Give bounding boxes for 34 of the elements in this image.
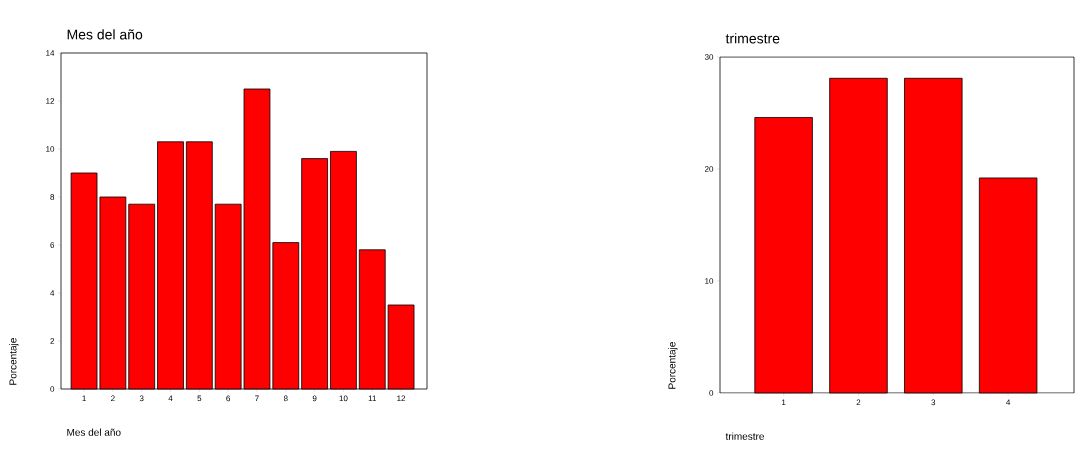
y-tick-label: 0 xyxy=(50,386,55,392)
x-tick-label: 4 xyxy=(168,395,173,402)
y-tick-label: 10 xyxy=(46,146,55,152)
chart-title: trimestre xyxy=(725,33,780,44)
x-tick-label: 8 xyxy=(283,395,288,402)
y-tick-label: 10 xyxy=(705,278,714,284)
x-tick-label: 9 xyxy=(312,395,317,402)
x-tick-label: 1 xyxy=(82,395,86,402)
y-tick-label: 2 xyxy=(50,338,55,344)
x-tick-label: 2 xyxy=(856,399,861,406)
x-tick-label: 11 xyxy=(368,395,377,402)
y-tick-label: 4 xyxy=(50,290,55,296)
y-tick-label: 6 xyxy=(50,242,55,248)
x-tick-label: 1 xyxy=(782,399,786,406)
x-axis-title: trimestre xyxy=(725,432,764,440)
y-axis-title: Porcentaje xyxy=(9,338,19,385)
y-tick-label: 14 xyxy=(46,50,55,56)
x-tick-label: 4 xyxy=(1006,399,1011,406)
y-tick-label: 12 xyxy=(46,98,55,104)
x-tick-label: 3 xyxy=(139,395,144,402)
y-tick-label: 0 xyxy=(709,390,714,396)
y-tick-label: 20 xyxy=(704,166,714,172)
y-tick-label: 8 xyxy=(50,194,55,200)
y-tick-label: 30 xyxy=(704,54,714,60)
x-axis-title: Mes del año xyxy=(67,428,121,436)
x-tick-label: 12 xyxy=(397,395,406,402)
x-tick-label: 3 xyxy=(931,399,936,406)
x-tick-label: 6 xyxy=(226,395,231,402)
y-axis-title: Porcentaje xyxy=(668,342,678,389)
x-tick-label: 7 xyxy=(255,395,259,402)
x-tick-label: 5 xyxy=(197,395,202,402)
x-tick-label: 10 xyxy=(339,395,348,402)
chart-title: Mes del año xyxy=(67,29,143,40)
x-tick-label: 2 xyxy=(111,395,115,402)
